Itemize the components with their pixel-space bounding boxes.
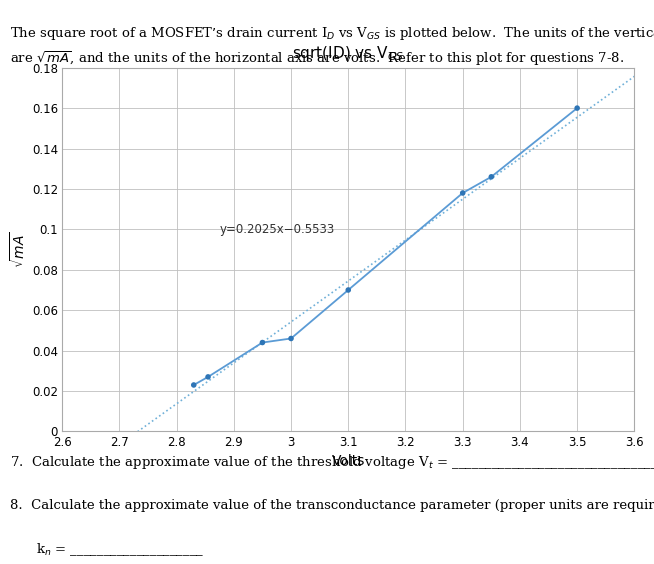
Point (188, 381, 199, 390)
Text: y=0.2025x−0.5533: y=0.2025x−0.5533 (220, 223, 335, 236)
Text: 8.  Calculate the approximate value of the transconductance parameter (proper un: 8. Calculate the approximate value of th… (10, 499, 654, 512)
Text: k$_n$ = ____________________: k$_n$ = ____________________ (36, 541, 205, 558)
Point (457, 188, 468, 197)
Point (343, 285, 354, 294)
Y-axis label: $\sqrt{mA}$: $\sqrt{mA}$ (9, 231, 27, 268)
Text: are $\sqrt{mA}$, and the units of the horizontal axis are volts.  Refer to this : are $\sqrt{mA}$, and the units of the ho… (10, 49, 624, 68)
Point (203, 372, 213, 381)
Title: sqrt(ID) vs V$_{GS}$: sqrt(ID) vs V$_{GS}$ (292, 44, 404, 63)
Point (486, 173, 496, 182)
Point (286, 334, 296, 343)
Text: The square root of a MOSFET’s drain current I$_D$ vs V$_{GS}$ is plotted below. : The square root of a MOSFET’s drain curr… (10, 25, 654, 42)
Text: 7.  Calculate the approximate value of the threshold voltage V$_t$ = ___________: 7. Calculate the approximate value of th… (10, 454, 654, 471)
Point (257, 338, 267, 347)
X-axis label: Volts: Volts (332, 454, 365, 468)
Point (572, 104, 582, 113)
